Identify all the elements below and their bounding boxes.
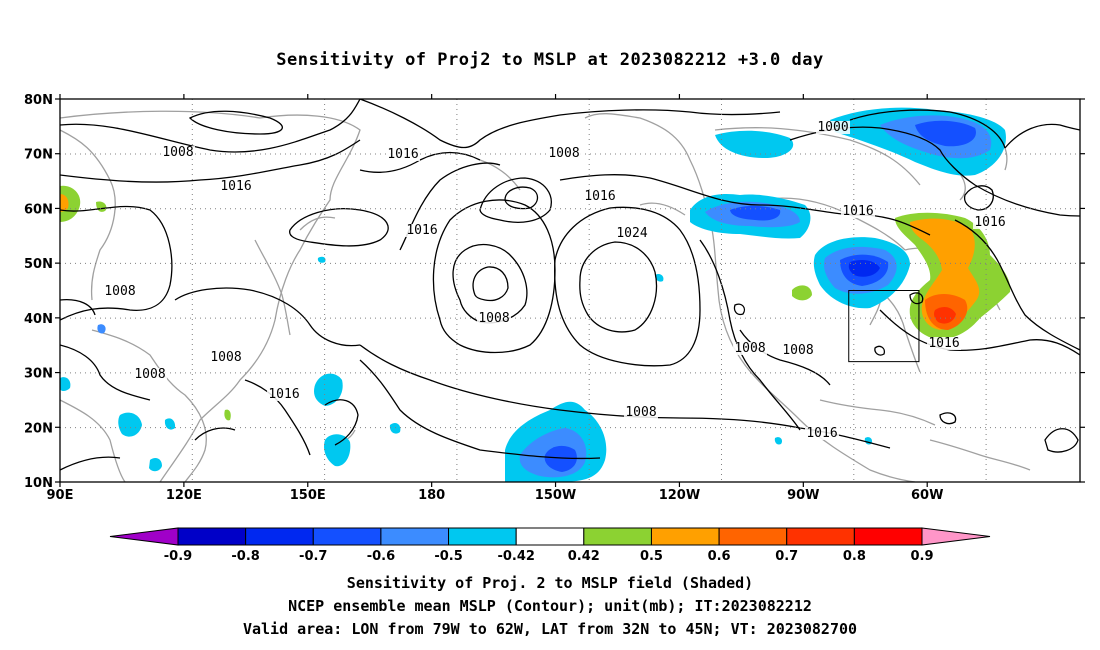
colorbar-label: -0.6 <box>367 549 395 564</box>
lat-label: 50N <box>24 257 53 272</box>
contour-label-bg <box>624 406 658 419</box>
lon-label: 150W <box>535 488 576 503</box>
colorbar-box <box>650 527 720 546</box>
contour-label: 1024 <box>616 226 647 241</box>
contour-label: 1016 <box>406 223 437 238</box>
colorbar-label: -0.42 <box>497 549 534 564</box>
contour-label: 1008 <box>134 367 165 382</box>
contour-label-bg <box>805 427 839 440</box>
contour-label-bg <box>103 285 137 298</box>
colorbar-box <box>583 527 652 546</box>
colorbar-box <box>786 527 855 546</box>
contour-label: 1016 <box>387 147 418 162</box>
colorbar-label: -0.5 <box>434 549 462 564</box>
contour-label-bg <box>615 227 649 240</box>
colorbar-label: -0.8 <box>231 549 259 564</box>
map-content <box>60 99 1080 482</box>
contour-label-bg <box>583 190 617 203</box>
contour-label-bg <box>781 344 815 357</box>
contour-label: 1008 <box>478 311 509 326</box>
contour-label-bg <box>161 146 195 159</box>
colorbar-box <box>177 527 247 546</box>
contour-label: 1016 <box>974 215 1005 230</box>
contour-label-bg <box>816 121 850 134</box>
lon-label: 120W <box>659 488 700 503</box>
lat-label: 30N <box>24 367 53 382</box>
caption-line-2: NCEP ensemble mean MSLP (Contour); unit(… <box>288 597 812 615</box>
contour-label-bg <box>841 205 875 218</box>
contour-label: 1016 <box>806 426 837 441</box>
lat-label: 70N <box>24 148 53 163</box>
contour-label-bg <box>133 368 167 381</box>
colorbar-box <box>718 527 788 546</box>
contour-label-bg <box>547 147 581 160</box>
chart-title: Sensitivity of Proj2 to MSLP at 20230822… <box>276 50 824 70</box>
longitude-axis: 90E 120E 150E 180 150W 120W 90W 60W <box>47 94 943 503</box>
colorbar-label: 0.42 <box>568 549 600 564</box>
colorbar-box <box>245 527 314 546</box>
contour-label-bg <box>405 224 439 237</box>
lat-label: 40N <box>24 312 53 327</box>
contour-label-bg <box>477 312 511 325</box>
contour-labels: 1008 1016 1016 1008 1016 1016 1000 1008 1016 1016… <box>103 120 1007 441</box>
contour-label: 1016 <box>928 336 959 351</box>
colorbar-high-end <box>921 527 991 546</box>
lon-label: 150E <box>290 488 326 503</box>
latitude-axis: 80N 70N 60N 50N 40N 30N 20N 10N <box>24 93 1085 491</box>
gridlines <box>60 99 1080 482</box>
contour-label: 1008 <box>548 146 579 161</box>
colorbar-label: 0.6 <box>708 549 731 564</box>
contour-label-bg <box>386 148 420 161</box>
contour-label: 1008 <box>782 343 813 358</box>
contour-label-bg <box>209 351 243 364</box>
lat-label: 60N <box>24 202 53 217</box>
colorbar-label: 0.8 <box>843 549 866 564</box>
lat-label: 20N <box>24 421 53 436</box>
contour-label: 1008 <box>104 284 135 299</box>
lon-label: 60W <box>911 488 943 503</box>
contour-label: 1008 <box>734 341 765 356</box>
colorbar-label: 0.9 <box>910 549 933 564</box>
colorbar-label: -0.7 <box>299 549 327 564</box>
lon-label: 90E <box>47 488 74 503</box>
colorbar-label: -0.9 <box>164 549 192 564</box>
contour-label: 1008 <box>162 145 193 160</box>
caption-line-1: Sensitivity of Proj. 2 to MSLP field (Sh… <box>346 574 754 592</box>
contour-label: 1008 <box>210 350 241 365</box>
lon-label: 180 <box>418 488 445 503</box>
contour-label: 1008 <box>625 405 656 420</box>
contour-label-bg <box>927 337 961 350</box>
valid-area-box <box>848 290 920 363</box>
colorbar-box <box>380 527 450 546</box>
contour-label: 1016 <box>842 204 873 219</box>
plot-frame <box>59 98 1081 483</box>
shaded-sensitivity <box>60 107 1011 482</box>
contour-label-bg <box>219 180 253 193</box>
colorbar-box <box>853 527 923 546</box>
colorbar-box <box>312 527 382 546</box>
lat-label: 10N <box>24 476 53 491</box>
caption-line-3: Valid area: LON from 79W to 62W, LAT fro… <box>242 620 858 638</box>
lon-label: 90W <box>787 488 819 503</box>
contour-label-bg <box>973 216 1007 229</box>
contour-label-bg <box>733 342 767 355</box>
colorbar-label: 0.7 <box>775 549 798 564</box>
colorbar-low-end <box>109 527 179 546</box>
mslp-contours <box>60 99 1080 471</box>
contour-label: 1016 <box>220 179 251 194</box>
colorbar-box <box>515 527 585 546</box>
contour-label: 1000 <box>817 120 848 135</box>
lon-label: 120E <box>166 488 202 503</box>
contour-label-bg <box>267 388 301 401</box>
contour-label: 1016 <box>268 387 299 402</box>
colorbar-label: 0.5 <box>640 549 663 564</box>
lat-label: 80N <box>24 93 53 108</box>
contour-label: 1016 <box>584 189 615 204</box>
colorbar: -0.9 -0.8 -0.7 -0.6 -0.5 -0.42 0.42 0.5 0.6 0.7 0.… <box>109 527 991 564</box>
colorbar-box <box>448 527 517 546</box>
